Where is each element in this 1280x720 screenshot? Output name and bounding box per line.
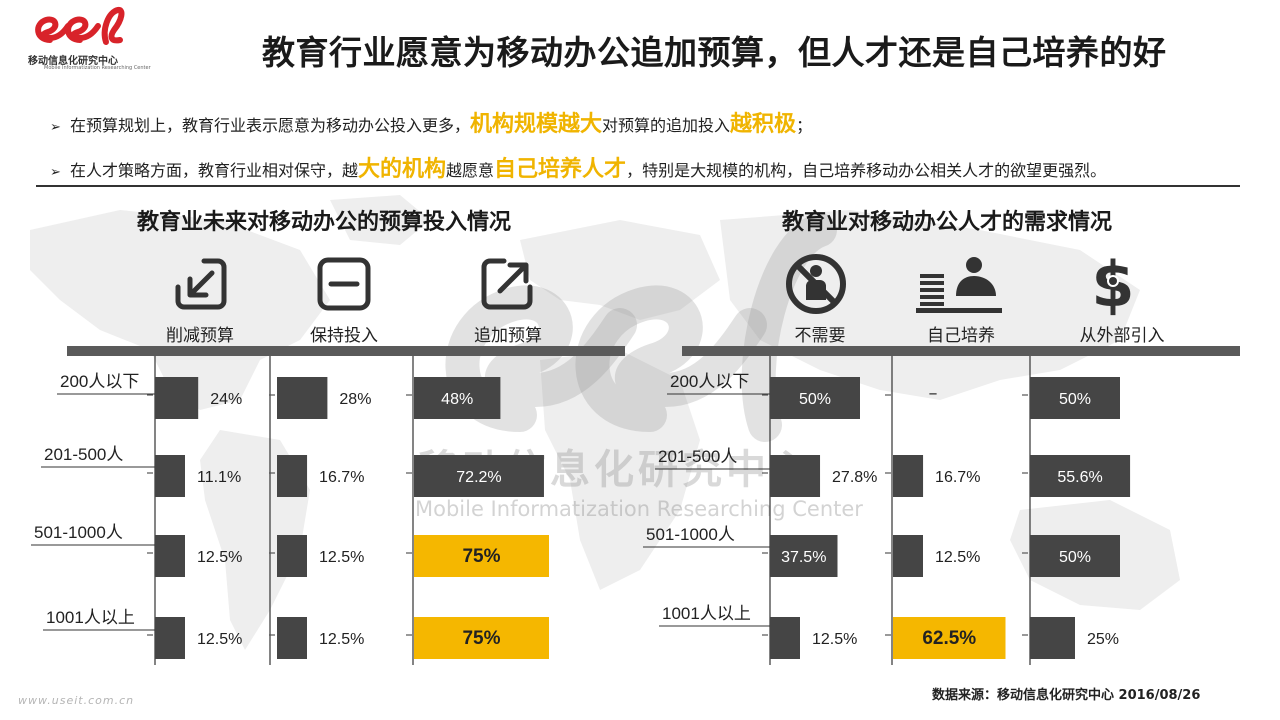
category-label: 201-500人: [44, 445, 123, 464]
data-label: 50%: [1059, 391, 1091, 408]
data-label: 25%: [1087, 631, 1119, 648]
arrow-down-left-icon: [175, 258, 227, 310]
bar: [1030, 535, 1120, 577]
bar: [277, 535, 307, 577]
bar: [155, 455, 185, 497]
data-label: 12.5%: [197, 549, 242, 566]
bar: [155, 377, 199, 419]
data-label: 75%: [462, 628, 500, 649]
bar: [893, 455, 924, 497]
data-label: 16.7%: [935, 469, 980, 486]
chart-title-talent: 教育业对移动办公人才的需求情况: [782, 210, 1113, 235]
bar: [1030, 617, 1075, 659]
page-title: 教育行业愿意为移动办公追加预算，但人才还是自己培养的好: [262, 33, 1167, 72]
logo-mark-icon: [35, 7, 125, 45]
bullet-talent: ➢ 在人才策略方面，教育行业相对保守，越大的机构越愿意自己培养人才，特别是大规模的…: [50, 157, 1107, 182]
bar: [893, 535, 923, 577]
bar: [414, 535, 549, 577]
divider: [36, 185, 1240, 187]
data-label: 12.5%: [197, 631, 242, 648]
category-label: 1001人以上: [46, 608, 135, 627]
logo-text-cn: 移动信息化研究中心: [28, 56, 118, 67]
bar: [155, 617, 185, 659]
data-label: 12.5%: [812, 631, 857, 648]
category-label: 200人以下: [60, 372, 139, 391]
bar: [770, 377, 860, 419]
chart-header-bar: [67, 346, 625, 356]
bar: [277, 455, 308, 497]
bullet-arrow-icon: ➢: [50, 165, 61, 180]
bar: [414, 617, 549, 659]
data-label: 50%: [799, 391, 831, 408]
chart-header-bar: [682, 346, 1240, 356]
legend-label: 自己培养: [927, 326, 995, 346]
bullet-budget: ➢ 在预算规划上，教育行业表示愿意为移动办公投入更多，机构规模越大对预算的追加投入…: [50, 112, 813, 137]
site-url: www.useit.com.cn: [18, 694, 135, 707]
category-label: 501-1000人: [34, 523, 123, 542]
data-label: 48%: [441, 391, 473, 408]
legend-label: 追加预算: [474, 326, 542, 346]
chart-title-budget: 教育业未来对移动办公的预算投入情况: [137, 210, 512, 235]
data-label: –: [929, 383, 938, 404]
bar: [414, 377, 501, 419]
bar: [893, 617, 1006, 659]
category-label: 501-1000人: [646, 525, 735, 544]
data-label: 24%: [210, 391, 242, 408]
data-label: 11.1%: [197, 469, 241, 486]
logo: 移动信息化研究中心 Mobile Informatization Researc…: [14, 6, 151, 71]
legend-label: 削减预算: [166, 326, 234, 346]
category-label: 200人以下: [670, 372, 749, 391]
data-label: 12.5%: [319, 549, 364, 566]
bullet-arrow-icon: ➢: [50, 120, 61, 135]
data-label: 62.5%: [922, 628, 976, 649]
data-label: 37.5%: [781, 549, 826, 566]
data-label: 12.5%: [935, 549, 980, 566]
data-label: 27.8%: [832, 469, 877, 486]
bar: [277, 377, 328, 419]
category-label: 201-500人: [658, 447, 737, 466]
bar: [1030, 455, 1131, 497]
data-source: 数据来源：移动信息化研究中心 2016/08/26: [932, 688, 1201, 703]
bar: [414, 455, 544, 497]
logo-text-en: Mobile Informatization Researching Cente…: [44, 65, 151, 71]
arrow-up-right-icon: [481, 258, 533, 310]
minus-box-icon: [317, 257, 371, 311]
legend-label: 从外部引入: [1079, 326, 1165, 346]
dollar-person-icon: $: [1091, 250, 1134, 316]
bar: [1030, 377, 1120, 419]
data-label: 12.5%: [319, 631, 364, 648]
category-label: 1001人以上: [662, 604, 751, 623]
data-label: 28%: [339, 391, 371, 408]
bar: [770, 455, 821, 497]
data-label: 50%: [1059, 549, 1091, 566]
person-at-desk-icon: [916, 257, 1002, 313]
data-label: 16.7%: [319, 469, 364, 486]
legend-label: 不需要: [794, 326, 846, 346]
legend-label: 保持投入: [310, 326, 378, 346]
data-label: 55.6%: [1057, 469, 1102, 486]
bar: [155, 535, 185, 577]
data-label: 75%: [462, 546, 500, 567]
bar: [770, 535, 838, 577]
no-person-icon: [786, 254, 846, 314]
bar: [277, 617, 307, 659]
data-label: 72.2%: [456, 469, 501, 486]
bar: [770, 617, 800, 659]
